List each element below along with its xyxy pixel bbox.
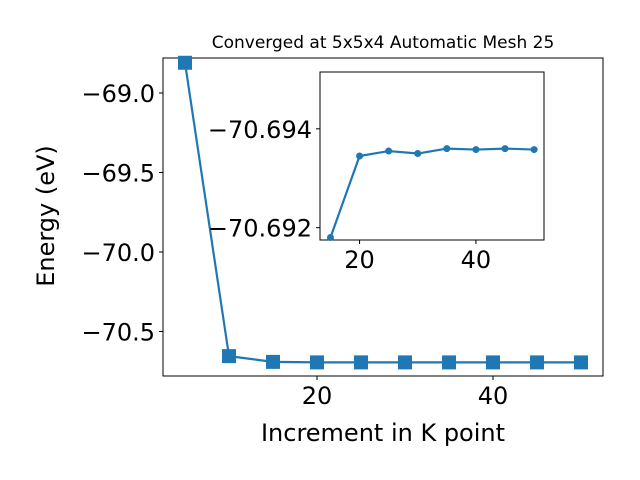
main-data-point [398,355,412,370]
main-y-tick-label: −70.0 [81,239,155,267]
inset-y-tick-label: −70.692 [208,215,312,243]
inset-data-point [356,152,364,160]
main-y-tick-label: −69.5 [81,159,155,187]
main-data-point [530,355,544,370]
main-data-point [310,355,324,370]
inset-plot: 20 40 −70.694 −70.692 [208,71,545,274]
main-plot-frame [162,57,604,377]
main-data-point [222,349,236,364]
inset-x-tick-label: 20 [344,246,375,274]
main-x-tick-label: 20 [302,382,333,410]
main-data-point [354,355,368,370]
main-data-point [266,354,280,369]
chart-title: Converged at 5x5x4 Automatic Mesh 25 [212,33,555,53]
inset-series-line [329,147,535,238]
inset-data-point [326,234,334,242]
x-axis-label: Increment in K point [261,419,505,447]
inset-data-point [501,145,509,153]
main-data-point [442,355,456,370]
main-y-tick-label: −70.5 [81,318,155,346]
inset-data-point [385,147,393,155]
main-x-tick-label: 40 [478,382,509,410]
main-data-point [178,55,192,70]
main-data-point [574,355,588,370]
main-y-tick-label: −69.0 [81,80,155,108]
inset-data-point [530,146,538,154]
y-axis-label: Energy (eV) [32,145,60,287]
inset-data-point [414,150,422,158]
main-data-point [486,355,500,370]
inset-data-point [443,145,451,153]
main-plot: 20 40 −69.0 −69.5 −70.0 −70.5 [81,55,604,410]
inset-x-tick-label: 40 [461,246,492,274]
inset-plot-frame [319,71,545,241]
main-series-line [183,62,581,364]
inset-data-point [472,146,480,154]
inset-y-tick-label: −70.694 [208,116,312,144]
